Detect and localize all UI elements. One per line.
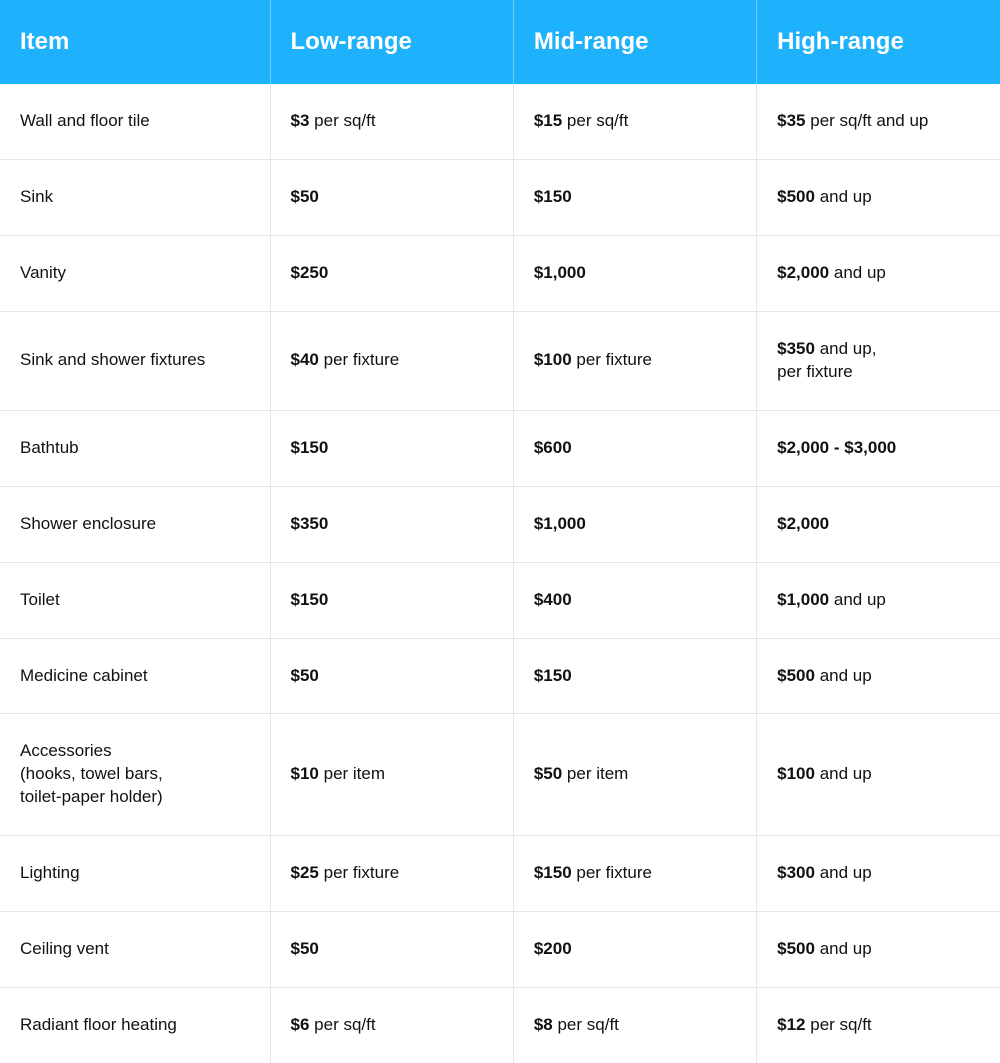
- mid-range-cell: $400: [513, 562, 756, 638]
- high-range-cell: $2,000 and up: [757, 235, 1000, 311]
- table-row: Shower enclosure$350$1,000$2,000: [0, 486, 1000, 562]
- high-range-cell: $500 and up: [757, 159, 1000, 235]
- table-row: Sink$50$150$500 and up: [0, 159, 1000, 235]
- mid-range-cell: $15 per sq/ft: [513, 84, 756, 159]
- table-row: Accessories(hooks, towel bars,toilet-pap…: [0, 714, 1000, 836]
- pricing-table: Item Low-range Mid-range High-range Wall…: [0, 0, 1000, 1063]
- table-row: Vanity$250$1,000$2,000 and up: [0, 235, 1000, 311]
- item-cell: Shower enclosure: [0, 486, 270, 562]
- low-range-cell: $6 per sq/ft: [270, 988, 513, 1063]
- mid-range-cell: $600: [513, 410, 756, 486]
- mid-range-cell: $150: [513, 638, 756, 714]
- high-range-cell: $1,000 and up: [757, 562, 1000, 638]
- low-range-cell: $10 per item: [270, 714, 513, 836]
- item-cell: Lighting: [0, 836, 270, 912]
- mid-range-cell: $8 per sq/ft: [513, 988, 756, 1063]
- low-range-cell: $350: [270, 486, 513, 562]
- header-mid-range: Mid-range: [513, 0, 756, 84]
- item-cell: Toilet: [0, 562, 270, 638]
- low-range-cell: $150: [270, 562, 513, 638]
- low-range-cell: $250: [270, 235, 513, 311]
- table-row: Wall and floor tile$3 per sq/ft$15 per s…: [0, 84, 1000, 159]
- mid-range-cell: $150: [513, 159, 756, 235]
- item-cell: Medicine cabinet: [0, 638, 270, 714]
- low-range-cell: $3 per sq/ft: [270, 84, 513, 159]
- high-range-cell: $350 and up,per fixture: [757, 311, 1000, 410]
- low-range-cell: $50: [270, 159, 513, 235]
- low-range-cell: $150: [270, 410, 513, 486]
- item-cell: Accessories(hooks, towel bars,toilet-pap…: [0, 714, 270, 836]
- table-row: Ceiling vent$50$200$500 and up: [0, 912, 1000, 988]
- high-range-cell: $2,000 - $3,000: [757, 410, 1000, 486]
- table-row: Toilet$150$400$1,000 and up: [0, 562, 1000, 638]
- table-row: Radiant floor heating$6 per sq/ft$8 per …: [0, 988, 1000, 1063]
- mid-range-cell: $100 per fixture: [513, 311, 756, 410]
- high-range-cell: $100 and up: [757, 714, 1000, 836]
- table-body: Wall and floor tile$3 per sq/ft$15 per s…: [0, 84, 1000, 1063]
- item-cell: Sink: [0, 159, 270, 235]
- low-range-cell: $50: [270, 912, 513, 988]
- item-cell: Vanity: [0, 235, 270, 311]
- header-item: Item: [0, 0, 270, 84]
- item-cell: Radiant floor heating: [0, 988, 270, 1063]
- item-cell: Wall and floor tile: [0, 84, 270, 159]
- table-row: Medicine cabinet$50$150$500 and up: [0, 638, 1000, 714]
- low-range-cell: $40 per fixture: [270, 311, 513, 410]
- high-range-cell: $300 and up: [757, 836, 1000, 912]
- item-cell: Bathtub: [0, 410, 270, 486]
- low-range-cell: $50: [270, 638, 513, 714]
- header-low-range: Low-range: [270, 0, 513, 84]
- mid-range-cell: $1,000: [513, 235, 756, 311]
- mid-range-cell: $1,000: [513, 486, 756, 562]
- high-range-cell: $35 per sq/ft and up: [757, 84, 1000, 159]
- table-row: Lighting$25 per fixture$150 per fixture$…: [0, 836, 1000, 912]
- table-header-row: Item Low-range Mid-range High-range: [0, 0, 1000, 84]
- high-range-cell: $12 per sq/ft: [757, 988, 1000, 1063]
- high-range-cell: $500 and up: [757, 912, 1000, 988]
- high-range-cell: $2,000: [757, 486, 1000, 562]
- header-high-range: High-range: [757, 0, 1000, 84]
- table-row: Sink and shower fixtures$40 per fixture$…: [0, 311, 1000, 410]
- mid-range-cell: $50 per item: [513, 714, 756, 836]
- item-cell: Sink and shower fixtures: [0, 311, 270, 410]
- mid-range-cell: $150 per fixture: [513, 836, 756, 912]
- item-cell: Ceiling vent: [0, 912, 270, 988]
- low-range-cell: $25 per fixture: [270, 836, 513, 912]
- table-row: Bathtub$150$600$2,000 - $3,000: [0, 410, 1000, 486]
- mid-range-cell: $200: [513, 912, 756, 988]
- high-range-cell: $500 and up: [757, 638, 1000, 714]
